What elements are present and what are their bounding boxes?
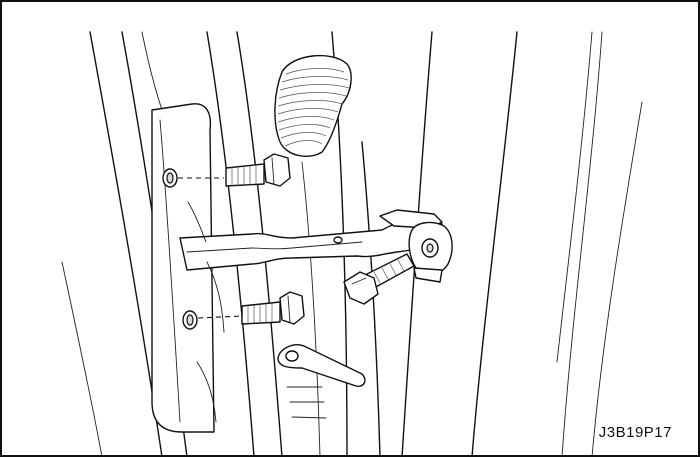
body-pillar	[206, 31, 381, 455]
right-panel-lines	[401, 31, 643, 455]
figure-code: J3B19P17	[598, 424, 672, 441]
lower-hinge-tab	[277, 344, 366, 388]
upper-bolt-hole-inner	[166, 172, 174, 184]
wiring-grommet	[274, 54, 352, 158]
lower-pillar-details	[187, 201, 327, 423]
check-link-bolt	[343, 253, 415, 305]
hinge-bracket	[408, 221, 453, 283]
upper-bolt	[178, 153, 291, 187]
lower-bolt-hole-inner	[186, 314, 194, 326]
lower-bolt	[197, 291, 305, 325]
